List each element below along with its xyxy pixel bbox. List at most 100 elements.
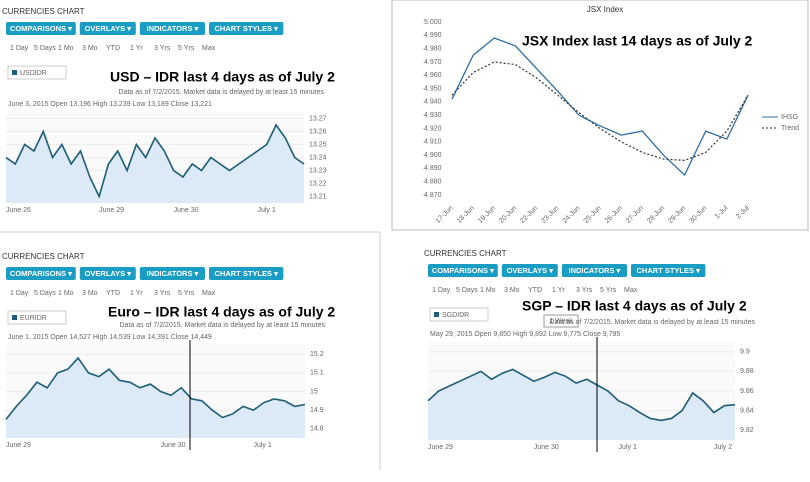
y-tick-label: 4.970	[424, 59, 442, 66]
y-tick-label: 9.82	[740, 427, 754, 434]
y-tick-label: 13.25	[309, 141, 327, 148]
x-tick-label: June 30	[534, 444, 559, 451]
range-option[interactable]: YTD	[106, 45, 120, 52]
symbol-swatch	[12, 70, 17, 75]
menu-button[interactable]	[561, 264, 627, 277]
menu-button-label: INDICATORS ▾	[568, 266, 621, 275]
range-option[interactable]: 5 Yrs	[178, 45, 195, 52]
x-tick-label: June 30	[174, 207, 199, 214]
y-tick-label: 14.9	[310, 407, 324, 414]
menu-button[interactable]	[428, 264, 498, 277]
x-tick-label: June 26	[6, 207, 31, 214]
y-tick-label: 9.86	[740, 388, 754, 395]
y-tick-label: 13.26	[309, 128, 327, 135]
data-info: Data as of 7/2/2015. Market data is dela…	[119, 89, 325, 96]
quote: June 3, 2015 Open 13,196 High 13,239 Low…	[8, 101, 212, 108]
range-option[interactable]: 1 Yr	[130, 45, 143, 52]
range-option[interactable]: 5 Yrs	[600, 287, 617, 294]
x-tick-label: July 1	[619, 444, 637, 451]
y-tick-label: 4.990	[424, 32, 442, 39]
range-option[interactable]: 1 Day	[10, 290, 29, 297]
range-option[interactable]: 3 Yrs	[576, 287, 593, 294]
range-option[interactable]: 5 Days	[34, 45, 56, 52]
range-option[interactable]: Max	[202, 45, 216, 52]
menu-button-label: INDICATORS ▾	[146, 24, 199, 33]
x-tick-label: June 29	[99, 207, 124, 214]
y-tick-label: 5.000	[424, 19, 442, 26]
range-option[interactable]: 3 Mo	[82, 290, 98, 297]
line	[5, 123, 305, 199]
range-option[interactable]: 3 Yrs	[154, 45, 171, 52]
line	[5, 356, 306, 420]
range-option[interactable]: 1 Day	[432, 287, 451, 294]
range-option[interactable]: 1 Mo	[480, 287, 496, 294]
menu-button[interactable]	[6, 267, 76, 280]
y-tick-label: 4.910	[424, 139, 442, 146]
range-option[interactable]: 3 Mo	[82, 45, 98, 52]
symbol-swatch	[12, 315, 17, 320]
y-tick-label: 4.900	[424, 152, 442, 159]
area	[428, 369, 735, 440]
range-option[interactable]: Max	[624, 287, 638, 294]
menu-button-label: OVERLAYS ▾	[507, 266, 555, 275]
y-tick-label: 4.890	[424, 165, 442, 172]
y-tick-label: 9.84	[740, 407, 754, 414]
menu-button[interactable]	[79, 267, 136, 280]
tooltip: 1 Week	[549, 318, 573, 325]
range-option[interactable]: Max	[202, 290, 216, 297]
range-option[interactable]: 5 Days	[456, 287, 478, 294]
menu-button[interactable]	[6, 22, 76, 35]
menu-button[interactable]	[209, 22, 284, 35]
menu-button[interactable]	[139, 22, 205, 35]
range-option[interactable]: 5 Yrs	[178, 290, 195, 297]
menu-button[interactable]	[79, 22, 136, 35]
x-tick-label: June 29	[428, 444, 453, 451]
annotation: JSX Index last 14 days as of July 2	[522, 33, 753, 49]
chart-title: JSX Index	[587, 5, 623, 14]
series-line	[451, 37, 749, 177]
legend-label: IHSG	[781, 114, 798, 121]
widget-title: CURRENCIES CHART	[2, 7, 85, 16]
range-option[interactable]: 1 Mo	[58, 290, 74, 297]
menu-button-label: COMPARISONS ▾	[10, 24, 73, 33]
x-tick-label: July 1	[257, 207, 275, 214]
quote: June 1, 2015 Open 14,527 High 14,539 Low…	[8, 334, 212, 341]
menu-button-label: CHART STYLES ▾	[215, 269, 280, 278]
line	[427, 368, 736, 422]
symbol-box	[7, 310, 67, 325]
menu-button[interactable]	[501, 264, 558, 277]
menu-button[interactable]	[631, 264, 706, 277]
x-tick-label: June 29	[6, 442, 31, 449]
annotation: SGP – IDR last 4 days as of July 2	[522, 298, 747, 314]
menu-button-label: COMPARISONS ▾	[432, 266, 495, 275]
y-tick-label: 15	[310, 388, 318, 395]
symbol-label: EURIDR	[20, 315, 47, 322]
range-option[interactable]: 3 Mo	[504, 287, 520, 294]
y-tick-label: 9.9	[740, 349, 750, 356]
range-option[interactable]: 3 Yrs	[154, 290, 171, 297]
y-tick-label: 14.8	[310, 426, 324, 433]
menu-button[interactable]	[139, 267, 205, 280]
range-option[interactable]: YTD	[106, 290, 120, 297]
y-tick-label: 4.950	[424, 85, 442, 92]
y-tick-label: 4.930	[424, 112, 442, 119]
range-option[interactable]: 5 Days	[34, 290, 56, 297]
menu-button-label: CHART STYLES ▾	[637, 266, 702, 275]
menu-button[interactable]	[209, 267, 284, 280]
symbol-box	[429, 307, 489, 322]
x-tick-label: July 2	[714, 444, 732, 451]
area	[6, 125, 304, 203]
menu-button-label: INDICATORS ▾	[146, 269, 199, 278]
range-option[interactable]: 1 Day	[10, 45, 29, 52]
range-option[interactable]: 1 Yr	[552, 287, 565, 294]
area	[6, 358, 305, 438]
range-option[interactable]: 1 Mo	[58, 45, 74, 52]
widget-title: CURRENCIES CHART	[2, 252, 85, 261]
data-info: Data as of 7/2/2015. Market data is dela…	[550, 319, 756, 326]
annotation: Euro – IDR last 4 days as of July 2	[108, 304, 335, 320]
y-tick-label: 13.23	[309, 167, 327, 174]
range-option[interactable]: 1 Yr	[130, 290, 143, 297]
y-tick-label: 4.940	[424, 99, 442, 106]
range-option[interactable]: YTD	[528, 287, 542, 294]
